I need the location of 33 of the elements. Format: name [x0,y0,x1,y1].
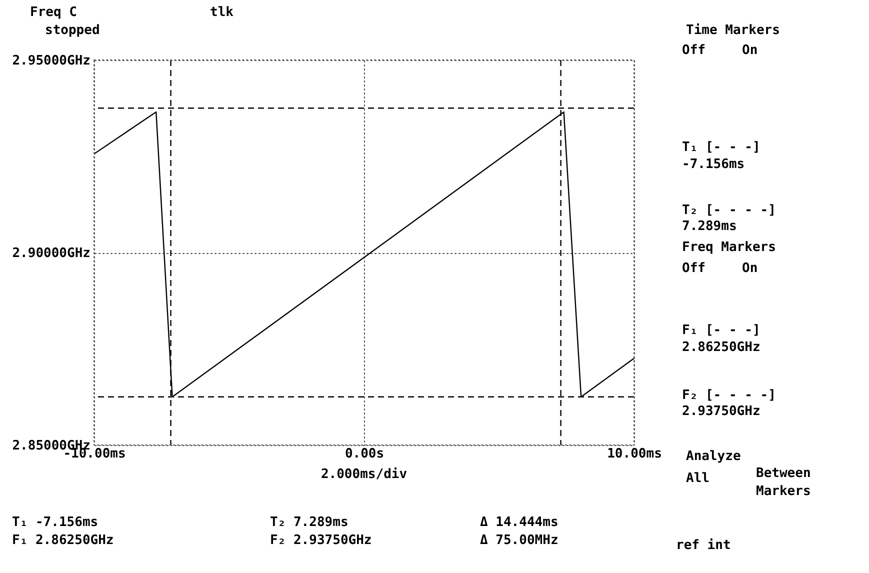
text: ref int [676,538,731,553]
x-tick-label: 10.00ms [607,446,662,462]
y-tick-label: 2.95000GHz [12,54,90,68]
text: F₁ [- - -] [682,323,760,338]
text: Analyze [686,449,741,464]
text: F₁ 2.86250GHz [12,533,114,548]
text: F₂ 2.93750GHz [270,533,372,548]
text: Freq Markers [682,240,776,255]
text: Markers [756,484,811,499]
y-tick-label: 2.90000GHz [12,246,90,261]
text: F₂ [- - - -] [682,388,776,403]
text: Δ 14.444ms [480,515,558,530]
text: T₁ -7.156ms [12,515,98,530]
text: T₂ 7.289ms [270,515,348,530]
text: 2.93750GHz [682,404,760,419]
text: 2.000ms/div [320,467,408,482]
text: Δ 75.00MHz [480,533,558,548]
text: T₂ [- - - -] [682,203,776,218]
text: stopped [45,23,100,38]
text: Between [756,466,811,481]
x-tick-label: 0.00s [344,446,384,462]
text: On [742,261,758,276]
text: All [686,471,710,486]
text: T₁ [- - -] [682,140,760,155]
text: On [742,43,758,58]
text: 7.289ms [682,219,737,234]
text: Freq C [30,5,77,20]
text: 2.86250GHz [682,340,760,355]
text: Off [682,261,706,276]
text: Off [682,43,706,58]
text: tlk [210,5,234,20]
text: -7.156ms [682,157,745,172]
text: Time Markers [686,23,780,38]
